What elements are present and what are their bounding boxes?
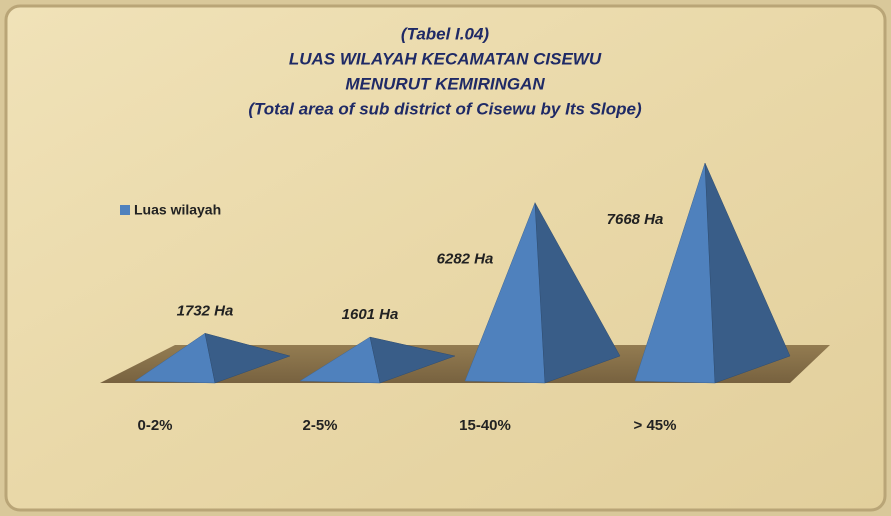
x-tick-label: 2-5% (302, 417, 337, 434)
legend-label: Luas wilayah (134, 202, 221, 218)
legend-swatch (120, 205, 130, 215)
pyramid-face-right (704, 162, 791, 384)
x-tick-label: 0-2% (137, 417, 172, 434)
value-label: 1732 Ha (177, 302, 234, 319)
value-label: 6282 Ha (437, 251, 494, 268)
chart-background (4, 4, 887, 512)
x-tick-label: 15-40% (459, 417, 511, 434)
chart-subtitle: LUAS WILAYAH KECAMATAN CISEWU (289, 49, 602, 68)
pyramid-face-right (369, 336, 456, 384)
chart-title: (Tabel I.04) (401, 24, 490, 43)
value-label: 7668 Ha (607, 211, 664, 228)
value-label: 1601 Ha (342, 306, 399, 323)
chart-subtitle: (Total area of sub district of Cisewu by… (248, 99, 642, 118)
pyramid-face-right (204, 332, 291, 384)
chart-subtitle: MENURUT KEMIRINGAN (345, 74, 545, 93)
pyramid-face-right (534, 202, 621, 384)
x-tick-label: > 45% (634, 417, 677, 434)
